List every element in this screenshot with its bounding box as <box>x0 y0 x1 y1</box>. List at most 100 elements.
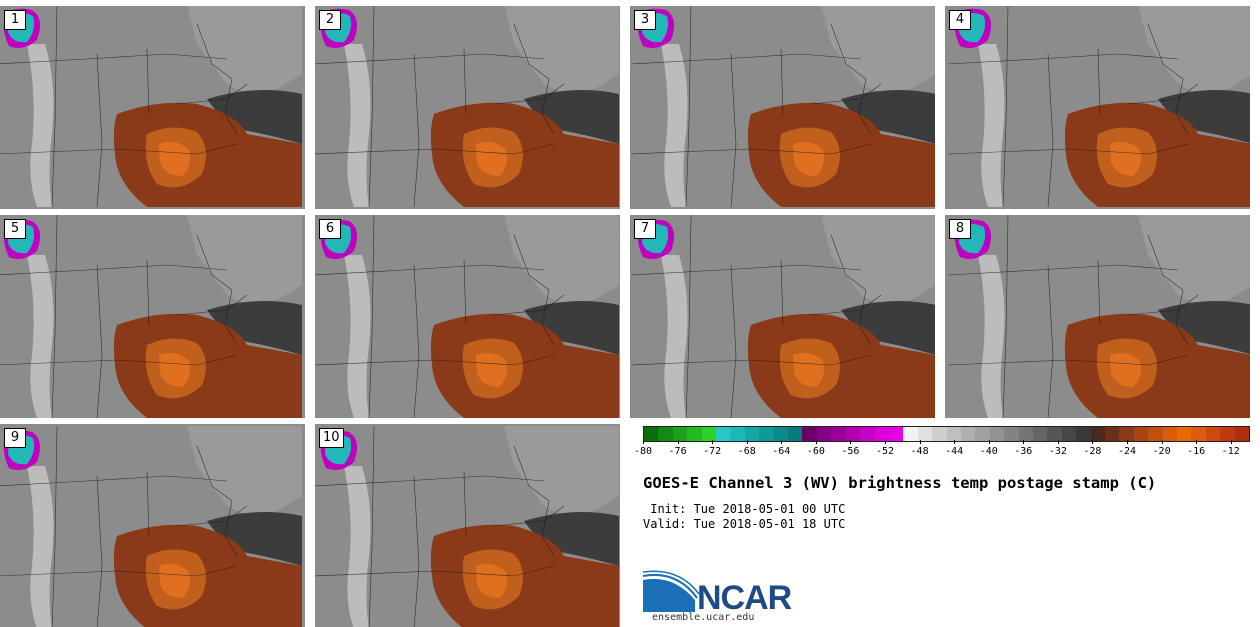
colorbar-swatch <box>845 427 861 441</box>
colorbar-swatch <box>932 427 947 441</box>
colorbar-tick-label: -76 <box>668 446 687 457</box>
figure-title: GOES-E Channel 3 (WV) brightness temp po… <box>643 474 1157 492</box>
ensemble-member-map: 4 <box>945 6 1250 209</box>
colorbar-swatch <box>1191 427 1206 441</box>
member-number-label: 4 <box>949 10 971 30</box>
ensemble-member-map: 6 <box>315 215 620 418</box>
member-number-label: 9 <box>4 428 26 448</box>
colorbar-swatch <box>960 427 976 441</box>
colorbar-swatch <box>903 427 918 441</box>
colorbar-tick-label: -56 <box>841 446 860 457</box>
colorbar-swatch <box>730 427 745 441</box>
colorbar-swatch <box>874 427 889 441</box>
colorbar-tick-mark <box>746 440 748 444</box>
colorbar-tick-label: -52 <box>875 446 895 457</box>
water-vapor-field <box>315 425 619 627</box>
water-vapor-field <box>630 6 935 208</box>
colorbar-swatch <box>831 427 846 441</box>
colorbar-tick-label: -44 <box>945 446 964 457</box>
colorbar-swatch <box>816 427 832 441</box>
valid-time: Valid: Tue 2018-05-01 18 UTC <box>643 517 846 531</box>
colorbar-swatch <box>1018 427 1033 441</box>
website-url: ensemble.ucar.edu <box>652 612 755 623</box>
colorbar-swatch <box>1032 427 1048 441</box>
colorbar-tick-label: -12 <box>1221 446 1240 457</box>
colorbar-tick-mark <box>885 440 886 444</box>
water-vapor-field <box>630 215 935 418</box>
colorbar-tick-label: -72 <box>703 446 722 457</box>
colorbar-swatch <box>672 427 688 441</box>
colorbar-swatch <box>1234 427 1250 441</box>
colorbar-tick-label: -80 <box>633 446 653 457</box>
colorbar-swatch <box>989 427 1005 441</box>
colorbar-swatch <box>1061 427 1077 441</box>
water-vapor-field <box>315 6 619 208</box>
member-number-label: 2 <box>319 10 341 30</box>
colorbar-swatch <box>773 427 789 441</box>
colorbar-swatch <box>1133 427 1149 441</box>
colorbar-swatch <box>1090 427 1105 441</box>
water-vapor-field <box>315 215 619 418</box>
colorbar-tick-mark <box>850 440 852 444</box>
colorbar-swatch <box>802 427 817 441</box>
colorbar-swatch <box>1205 427 1221 441</box>
colorbar <box>643 426 1250 442</box>
init-time: Init: Tue 2018-05-01 00 UTC <box>643 502 846 516</box>
colorbar-swatch <box>1119 427 1134 441</box>
colorbar-tick-mark <box>1057 440 1059 444</box>
colorbar-tick-mark <box>781 440 783 444</box>
colorbar-tick-label: -20 <box>1152 446 1171 457</box>
colorbar-swatch <box>860 427 875 441</box>
colorbar-swatch <box>1076 427 1091 441</box>
ensemble-member-map: 1 <box>0 6 305 209</box>
colorbar-tick-mark <box>988 440 990 444</box>
colorbar-tick-label: -48 <box>910 446 929 457</box>
colorbar-tick-mark <box>1023 440 1025 444</box>
member-number-label: 10 <box>319 428 344 448</box>
colorbar-tick-mark <box>1127 440 1128 444</box>
colorbar-tick-label: -68 <box>737 446 756 457</box>
water-vapor-field <box>0 425 302 627</box>
ensemble-member-map: 5 <box>0 215 305 418</box>
member-number-label: 1 <box>4 10 26 30</box>
colorbar-tick-label: -24 <box>1117 446 1137 457</box>
ensemble-member-map: 9 <box>0 424 305 627</box>
colorbar-swatch <box>687 427 702 441</box>
member-number-label: 6 <box>319 219 341 239</box>
colorbar-tick-mark <box>815 440 817 444</box>
ensemble-member-map: 10 <box>315 424 620 627</box>
colorbar-swatch <box>1177 427 1192 441</box>
member-number-label: 7 <box>634 219 656 239</box>
ensemble-member-map: 8 <box>945 215 1250 418</box>
colorbar-swatch <box>917 427 933 441</box>
water-vapor-field <box>947 215 1250 418</box>
colorbar-tick-mark <box>712 440 714 444</box>
water-vapor-field <box>0 215 302 418</box>
colorbar-tick-label: -36 <box>1014 446 1033 457</box>
colorbar-tick-mark <box>1161 440 1163 444</box>
colorbar-tick-mark <box>919 440 921 444</box>
colorbar-tick-label: -64 <box>772 446 791 457</box>
colorbar-swatch <box>1004 427 1019 441</box>
colorbar-swatch <box>1047 427 1062 441</box>
member-number-label: 8 <box>949 219 971 239</box>
colorbar-tick-mark <box>1230 440 1232 444</box>
colorbar-tick-mark <box>643 440 644 444</box>
colorbar-swatch <box>975 427 990 441</box>
colorbar-swatch <box>888 427 904 441</box>
colorbar-swatch <box>1162 427 1178 441</box>
colorbar-tick-label: -16 <box>1187 446 1206 457</box>
colorbar-tick-mark <box>1092 440 1094 444</box>
colorbar-swatch <box>701 427 717 441</box>
colorbar-swatch <box>658 427 673 441</box>
ensemble-member-map: 3 <box>630 6 935 209</box>
ncar-logo-icon <box>643 570 700 612</box>
colorbar-tick-mark <box>954 440 956 444</box>
colorbar-swatch <box>1105 427 1120 441</box>
water-vapor-field <box>0 6 302 208</box>
colorbar-swatch <box>759 427 774 441</box>
colorbar-swatch <box>716 427 731 441</box>
colorbar-swatch <box>1148 427 1163 441</box>
water-vapor-field <box>947 6 1250 208</box>
ncar-logo-text: NCAR <box>697 579 792 617</box>
